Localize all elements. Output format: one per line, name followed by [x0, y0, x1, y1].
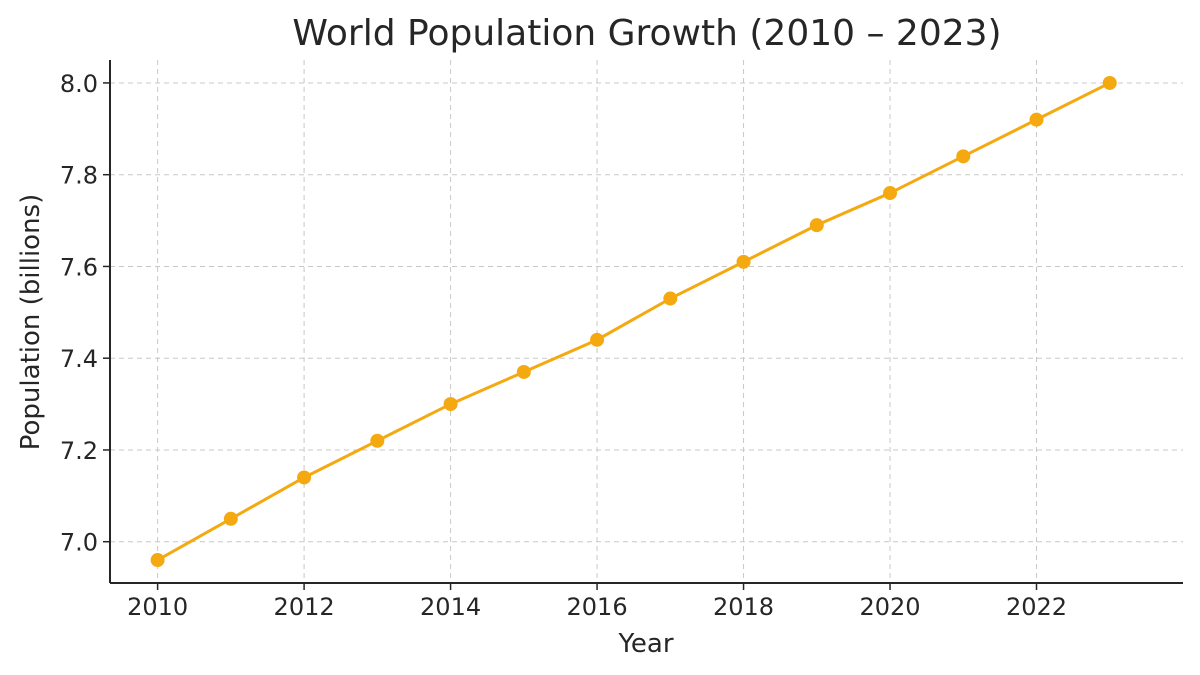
y-tick-label: 7.6 — [60, 253, 98, 281]
data-point — [150, 553, 165, 568]
chart-title: World Population Growth (2010 – 2023) — [292, 13, 1001, 54]
x-tick-label: 2010 — [127, 593, 188, 621]
data-point — [297, 470, 312, 485]
y-tick-label: 7.4 — [60, 345, 98, 373]
x-tick-label: 2020 — [859, 593, 920, 621]
series-line — [156, 81, 1111, 562]
x-tick-label: 2014 — [420, 593, 481, 621]
data-point — [223, 511, 238, 526]
x-tick-label: 2012 — [274, 593, 335, 621]
data-point — [956, 149, 971, 164]
data-point — [736, 254, 751, 269]
x-tick-label: 2016 — [567, 593, 628, 621]
grid — [110, 60, 1183, 583]
y-tick-label: 7.2 — [60, 437, 98, 465]
data-point — [883, 186, 898, 201]
data-point — [663, 291, 678, 306]
axes — [103, 60, 1183, 590]
x-axis-label: Year — [617, 629, 673, 659]
data-point — [1102, 75, 1117, 90]
x-tick-label: 2018 — [713, 593, 774, 621]
y-tick-label: 8.0 — [60, 70, 98, 98]
x-tick-label: 2022 — [1006, 593, 1067, 621]
data-point — [443, 397, 458, 412]
data-point — [370, 433, 385, 448]
y-tick-label: 7.8 — [60, 162, 98, 190]
data-point — [516, 364, 531, 379]
y-axis-label: Population (billions) — [16, 194, 46, 450]
data-point — [809, 218, 824, 233]
series — [150, 75, 1117, 568]
data-point — [590, 332, 605, 347]
tick-labels: 2010 2012 2014 2016 2018 2020 2022 7.0 7.2 7.4 7.6… — [60, 70, 1067, 621]
y-tick-label: 7.0 — [60, 529, 98, 557]
data-point — [1029, 112, 1044, 127]
